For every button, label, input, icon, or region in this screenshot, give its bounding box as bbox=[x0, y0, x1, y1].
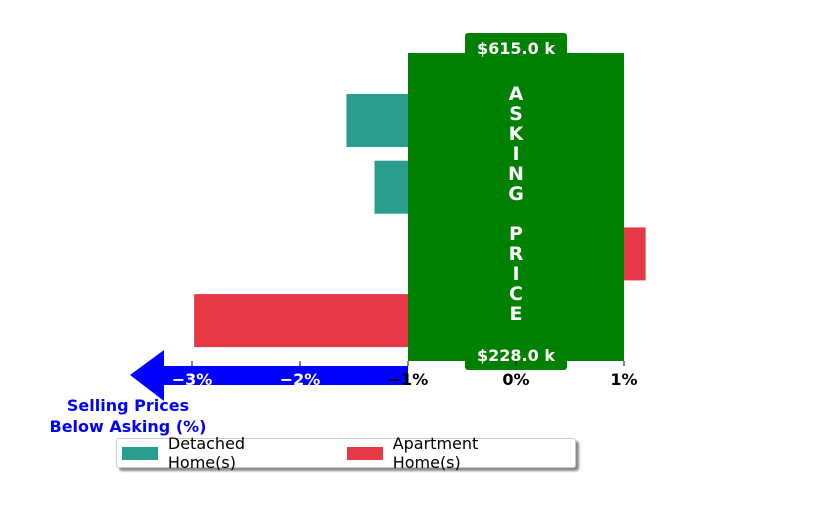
asking-top-value-badge bbox=[465, 33, 567, 63]
arrow-label-line2: Below Asking (%) bbox=[50, 417, 207, 436]
asking-top-value: $615.0 k bbox=[477, 39, 555, 58]
x-tick-label: 1% bbox=[610, 370, 637, 389]
legend-label-apartment: Apartment Home(s) bbox=[392, 434, 479, 472]
arrow-shape bbox=[130, 350, 408, 401]
legend-item-detached: Detached Home(s) bbox=[117, 434, 342, 472]
legend: Detached Home(s) Apartment Home(s) bbox=[116, 434, 576, 472]
x-tick-label: −3% bbox=[172, 370, 213, 389]
asking-letter: I bbox=[512, 263, 519, 285]
legend-swatch-apartment bbox=[346, 446, 383, 460]
x-tick-label: 0% bbox=[502, 370, 529, 389]
asking-letter: K bbox=[509, 123, 525, 145]
asking-letter: I bbox=[512, 143, 519, 165]
asking-bottom-value: $228.0 k bbox=[477, 346, 555, 365]
asking-letter: A bbox=[509, 83, 524, 105]
x-tick-label: −2% bbox=[280, 370, 321, 389]
asking-letter: P bbox=[509, 223, 523, 245]
asking-letter: S bbox=[509, 103, 523, 125]
below-asking-arrow: Selling Prices Below Asking (%) bbox=[50, 350, 408, 436]
asking-letter: E bbox=[510, 303, 523, 325]
asking-letter: C bbox=[509, 283, 523, 305]
legend-swatch-detached bbox=[122, 446, 158, 460]
asking-bottom-value-badge bbox=[465, 340, 567, 370]
asking-letter: N bbox=[508, 163, 524, 185]
asking-letter: R bbox=[509, 243, 524, 265]
asking-letter: G bbox=[508, 183, 524, 205]
legend-label-detached: Detached Home(s) bbox=[167, 434, 246, 472]
x-tick-label: −1% bbox=[388, 370, 429, 389]
x-axis: −3% −2% −1% 0% 1% bbox=[172, 361, 638, 389]
arrow-label-line1: Selling Prices bbox=[67, 396, 189, 415]
legend-item-apartment: Apartment Home(s) bbox=[342, 434, 575, 472]
asking-band-rect bbox=[408, 53, 624, 361]
